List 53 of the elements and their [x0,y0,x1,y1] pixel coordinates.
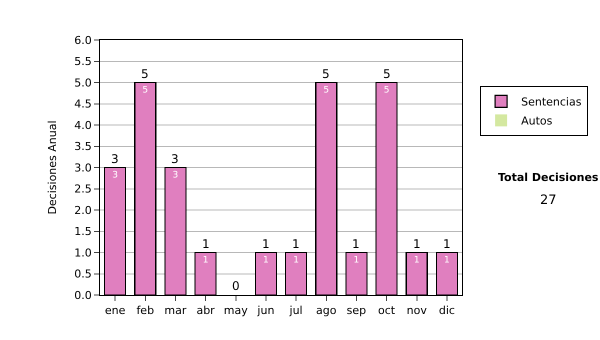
data-label: 1 [202,256,208,266]
data-label: 3 [172,170,178,180]
y-tick-label: 0.5 [74,268,92,281]
y-tick-label: 3.5 [74,140,92,154]
y-tick-label: 4.5 [74,98,92,111]
data-label: 5 [323,86,330,96]
y-tick-label: 1.0 [74,246,92,260]
x-tick-label: nov [406,304,428,318]
y-tick-label: 5.0 [74,76,92,90]
y-tick-label: 4.0 [74,118,92,132]
legend-label: Sentencias [521,96,582,109]
x-tick-label: oct [378,304,396,318]
x-tick-label: mar [164,304,187,318]
total-label: 5 [383,67,391,81]
x-tick-label: jun [256,304,274,318]
y-tick-label: 6.0 [74,34,92,47]
data-label: 5 [384,86,390,96]
y-tick-label: 2.5 [74,182,92,196]
y-tick-label: 0.0 [74,288,92,302]
text: 27 [540,193,557,208]
x-tick-label: ago [316,304,337,318]
data-label: 1 [293,256,299,266]
x-tick-label: may [224,304,248,318]
total-label: 1 [292,237,300,251]
y-axis-title: Decisiones Anual [46,120,59,215]
total-label: 3 [171,152,179,166]
total-label: 5 [141,67,149,81]
total-label: 5 [322,67,330,81]
x-tick-label: dic [438,304,455,318]
total-label: 1 [413,237,421,251]
total-label: 1 [352,237,360,251]
total-label: 3 [111,152,119,166]
y-tick-label: 1.5 [74,225,92,238]
data-label: 5 [142,86,148,96]
total-label: 1 [262,237,270,251]
data-label: 1 [444,256,450,266]
data-label: 3 [112,170,118,180]
data-label: 1 [354,256,360,266]
y-tick-label: 2.0 [74,204,92,217]
total-label: 0 [232,279,240,293]
legend-label: Autos [521,114,553,128]
x-tick-label: sep [346,304,366,318]
y-tick-label: 3.0 [74,161,92,174]
total-label: 1 [443,237,451,251]
total-label: 1 [202,237,210,251]
x-tick-label: abr [196,304,216,318]
data-label: 1 [263,256,269,266]
x-tick-label: ene [104,304,126,318]
y-tick-label: 5.5 [74,55,92,68]
x-tick-label: jul [288,304,303,318]
text: Total Decisiones [498,171,599,184]
data-label: 1 [414,256,420,266]
x-tick-label: feb [136,304,154,318]
